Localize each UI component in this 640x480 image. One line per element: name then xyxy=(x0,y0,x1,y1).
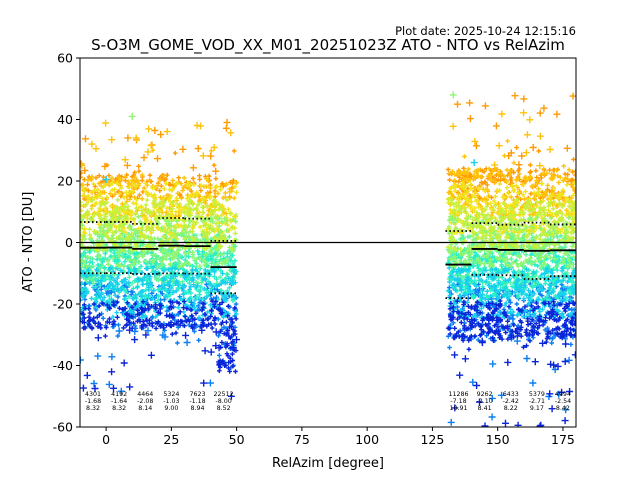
y-tick-label: -40 xyxy=(53,358,73,373)
x-tick-label: 175 xyxy=(551,432,575,447)
bin-label: 9.17 xyxy=(530,405,544,412)
bin-label: 8.41 xyxy=(478,405,492,412)
y-axis-label: ATO - NTO [DU] xyxy=(21,192,36,293)
x-axis-label: RelAzim [degree] xyxy=(272,456,384,471)
x-tick-label: 50 xyxy=(229,432,245,447)
bin-label: -1.64 xyxy=(111,398,127,405)
bin-label: -1.18 xyxy=(189,398,205,405)
bin-label: -2.71 xyxy=(529,398,545,405)
y-tick-label: 60 xyxy=(57,51,73,66)
y-tick-label: -20 xyxy=(53,297,73,312)
bin-labels: 4301-1.688.324192-1.648.324464-2.088.145… xyxy=(85,391,571,412)
bin-label: 9262 xyxy=(477,391,493,398)
x-tick-label: 100 xyxy=(355,432,379,447)
bin-label: 4192 xyxy=(111,391,127,398)
bin-label: 8.94 xyxy=(190,405,204,412)
bin-label: 8.32 xyxy=(86,405,100,412)
x-tick-label: 75 xyxy=(294,432,310,447)
axes: 0 25 50 75 100 125 150 175 -60 -40 -20 0 20 40 60 xyxy=(53,51,575,448)
y-tick-label: 20 xyxy=(57,174,73,189)
x-tick-label: 150 xyxy=(486,432,510,447)
bin-label: 9.00 xyxy=(164,405,178,412)
chart-title: S-O3M_GOME_VOD_XX_M01_20251023Z ATO - NT… xyxy=(91,36,565,55)
x-tick-label: 25 xyxy=(163,432,179,447)
bin-label: 4464 xyxy=(137,391,153,398)
bin-label: 5324 xyxy=(163,391,179,398)
x-tick-label: 0 xyxy=(102,432,110,447)
bin-label: 7623 xyxy=(189,391,205,398)
y-tick-label: 40 xyxy=(57,112,73,127)
bin-statistics xyxy=(80,217,576,300)
bin-label: 5379 xyxy=(529,391,545,398)
bin-label: -7.18 xyxy=(450,398,466,405)
bin-label: 8.22 xyxy=(504,405,518,412)
plot-date: Plot date: 2025-10-24 12:15:16 xyxy=(395,24,576,38)
bin-label: 6433 xyxy=(503,391,519,398)
bin-label: 22512 xyxy=(214,391,234,398)
y-tick-label: -60 xyxy=(53,420,73,435)
bin-label: -2.54 xyxy=(555,398,571,405)
point-group xyxy=(80,197,576,253)
bin-label: -2.08 xyxy=(137,398,153,405)
bin-label: 11286 xyxy=(449,391,469,398)
bin-label: -1.03 xyxy=(163,398,179,405)
bin-label: 8.52 xyxy=(217,405,231,412)
bin-label: 4301 xyxy=(85,391,101,398)
bin-label: -2.42 xyxy=(503,398,519,405)
y-tick-label: 0 xyxy=(65,235,73,250)
bin-label: 8.14 xyxy=(138,405,152,412)
bin-label: 10.91 xyxy=(450,405,468,412)
bin-label: -2.10 xyxy=(476,398,492,405)
bin-label: 8.42 xyxy=(556,405,570,412)
x-tick-label: 125 xyxy=(420,432,444,447)
bin-label: 4994 xyxy=(555,391,571,398)
scatter-points xyxy=(80,91,576,427)
bin-label: -1.68 xyxy=(85,398,101,405)
bin-label: 8.32 xyxy=(112,405,126,412)
bin-label: -8.00 xyxy=(215,398,231,405)
point-group xyxy=(80,298,576,427)
